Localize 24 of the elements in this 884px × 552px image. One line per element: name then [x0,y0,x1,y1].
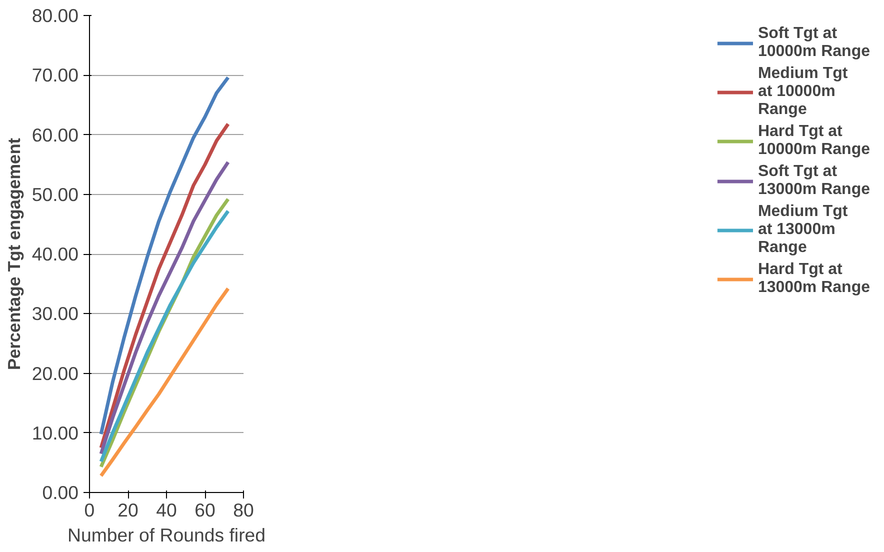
legend-label: Medium Tgt at 13000m Range [758,203,848,257]
x-tick-label: 0 [84,500,95,520]
y-tick-label: 10.00 [32,422,78,444]
x-tick-label: 60 [194,500,216,520]
x-axis-title: Number of Rounds fired [67,524,266,546]
x-tick-label: 40 [156,500,177,520]
y-tick-label: 70.00 [32,64,78,86]
line-series [99,286,230,478]
y-tick-label: 0.00 [42,482,78,503]
y-tick-label: 40.00 [32,244,78,264]
x-tick-label: 80 [233,500,254,520]
legend-label: Soft Tgt at 13000m Range [758,163,870,199]
y-tick-label: 80.00 [32,5,78,26]
x-tick-label: 20 [118,500,138,520]
line-series [99,76,230,436]
legend-label: Soft Tgt at 10000m Range [758,25,870,61]
legend-label: Medium Tgt at 10000m Range [758,65,848,119]
y-tick-label: 30.00 [32,303,78,324]
y-axis-title: Percentage Tgt engagement [4,138,24,370]
y-tick-label: 20.00 [32,362,78,384]
legend-label: Hard Tgt at 13000m Range [758,261,870,297]
y-tick-label: 50.00 [32,184,78,205]
legend-label: Hard Tgt at 10000m Range [758,123,870,159]
y-tick-label: 60.00 [32,124,78,146]
